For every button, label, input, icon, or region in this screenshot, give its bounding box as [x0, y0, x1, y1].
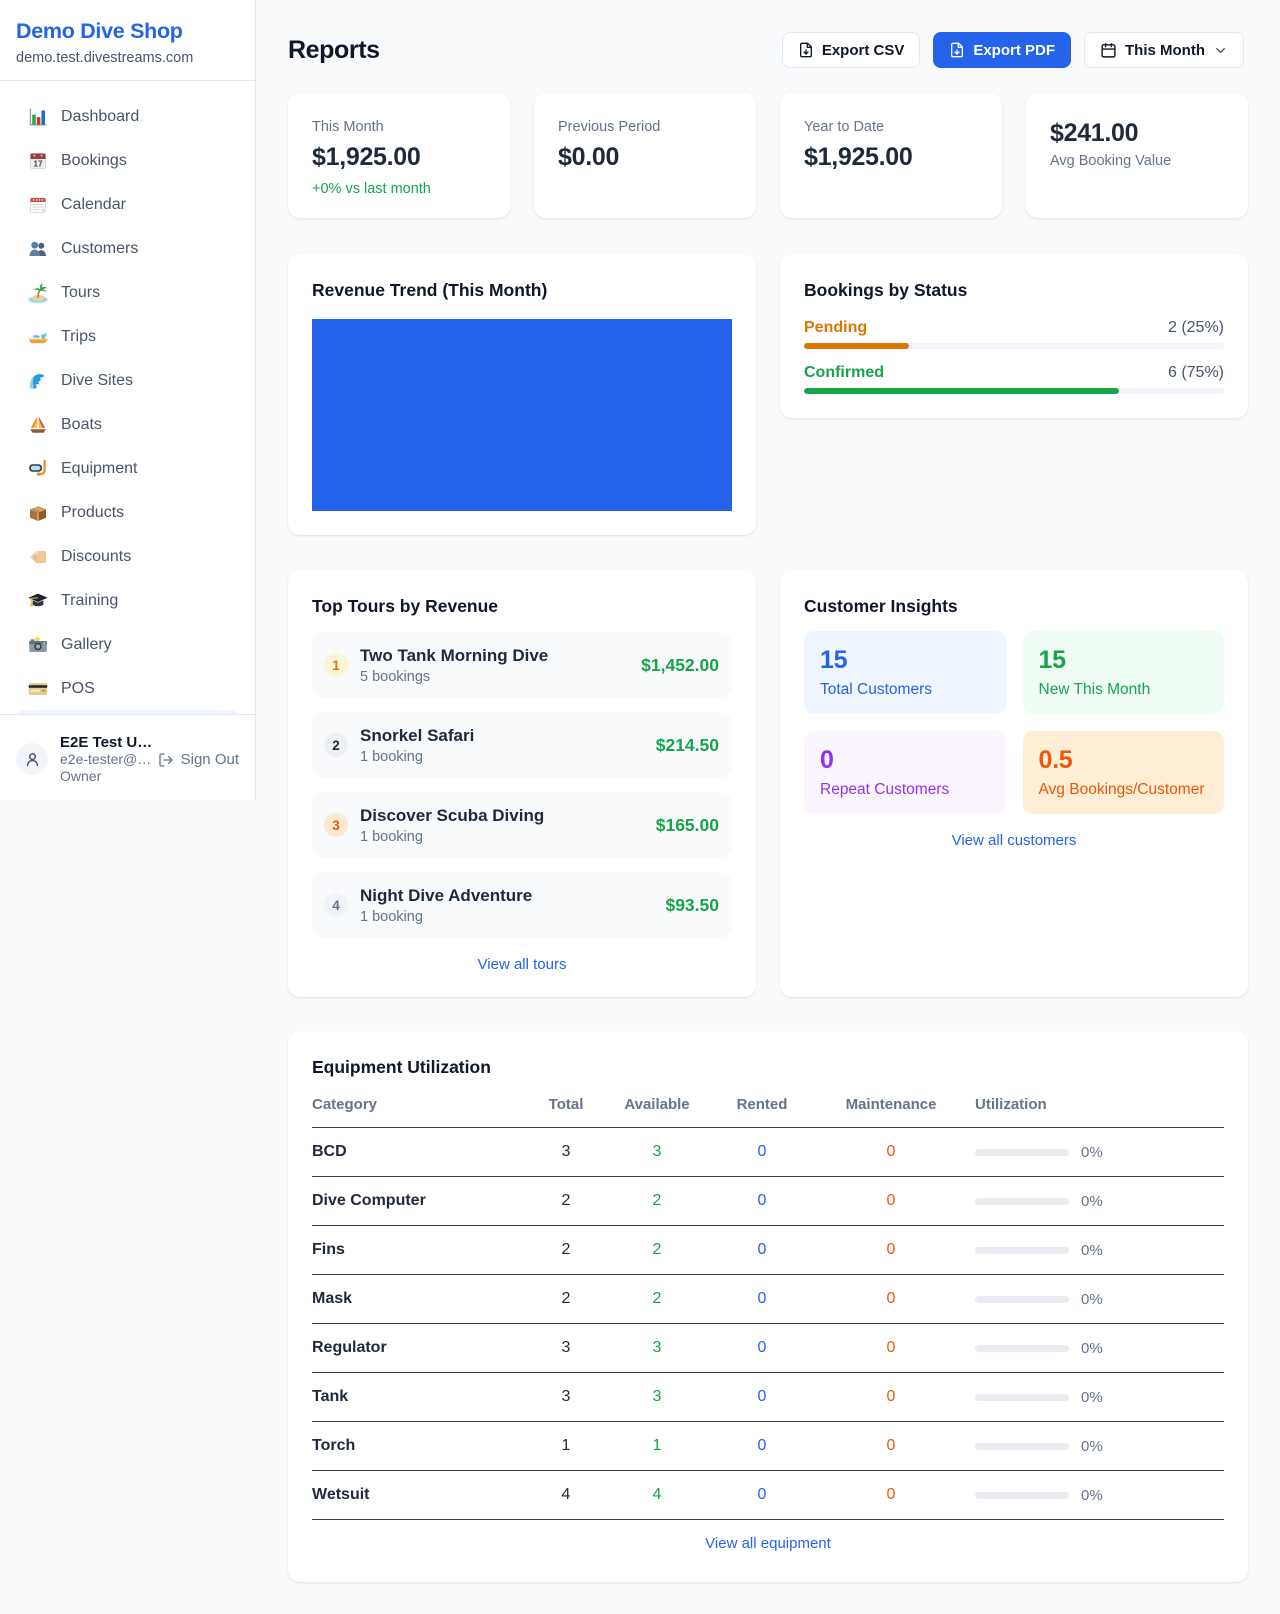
svg-text:17: 17 [33, 159, 43, 169]
